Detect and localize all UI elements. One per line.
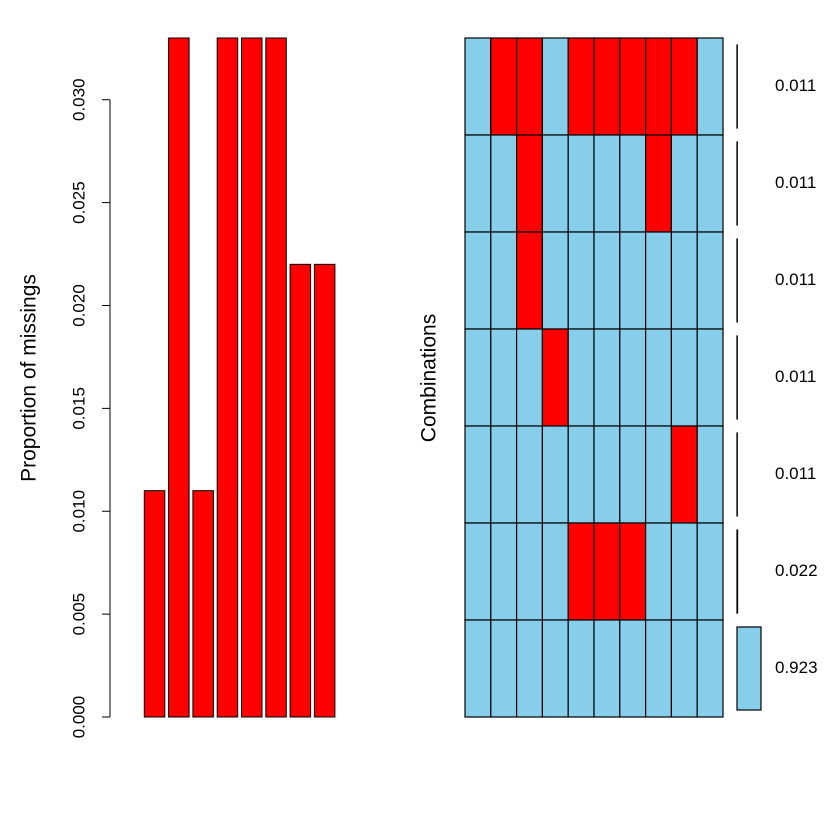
proportion-label: 0.923 (775, 658, 818, 677)
combination-cell (490, 231, 518, 330)
combination-cell (464, 522, 492, 621)
y-tick-label: 0.000 (69, 696, 88, 739)
combination-cell (644, 619, 672, 718)
combination-cell (619, 619, 647, 718)
y-tick-label: 0.030 (69, 78, 88, 121)
combination-cell (567, 231, 595, 330)
combination-cell (644, 37, 672, 136)
combination-cell (644, 231, 672, 330)
combination-cell (464, 231, 492, 330)
combination-cell (670, 328, 698, 427)
proportion-label: 0.011 (775, 173, 816, 192)
bar (216, 37, 239, 718)
combination-cell (644, 328, 672, 427)
y-tick-label: 0.020 (69, 284, 88, 327)
combination-cell (515, 231, 543, 330)
bar (289, 263, 312, 718)
combination-cell (464, 37, 492, 136)
combination-cell (515, 425, 543, 524)
combination-cell (619, 37, 647, 136)
combination-cell (464, 619, 492, 718)
combination-cell (593, 37, 621, 136)
combination-cell (490, 37, 518, 136)
combination-cell (696, 619, 724, 718)
combination-cell (541, 425, 569, 524)
proportion-label: 0.011 (775, 76, 816, 95)
combination-cell (619, 425, 647, 524)
combination-cell (515, 37, 543, 136)
combination-cell (670, 522, 698, 621)
y-tick-label: 0.015 (69, 387, 88, 430)
combination-cell (696, 328, 724, 427)
combination-cell (696, 37, 724, 136)
bar (168, 37, 190, 718)
combination-cell (644, 425, 672, 524)
combination-cell (696, 231, 724, 330)
combination-cell (619, 522, 647, 621)
combination-cell (696, 134, 724, 233)
proportion-label: 0.011 (775, 464, 816, 483)
combination-cell (670, 134, 698, 233)
combination-cell (541, 328, 569, 427)
combination-cell (541, 619, 569, 718)
combination-cell (490, 619, 518, 718)
combination-cell (541, 134, 569, 233)
combination-cell (567, 328, 595, 427)
combination-cell (593, 231, 621, 330)
combination-cell (515, 134, 543, 233)
combination-cell (567, 522, 595, 621)
combination-cell (490, 522, 518, 621)
combination-cell (490, 134, 518, 233)
bar (265, 37, 287, 718)
combination-cell (567, 425, 595, 524)
combination-cell (490, 328, 518, 427)
y-tick-label: 0.005 (69, 593, 88, 636)
proportion-bar (736, 529, 739, 614)
combination-cell (696, 522, 724, 621)
combination-cell (464, 134, 492, 233)
combination-cell (670, 231, 698, 330)
combination-cell (593, 619, 621, 718)
y-axis-label: Combinations (418, 314, 441, 442)
combination-cell (515, 619, 543, 718)
combination-cell (567, 134, 595, 233)
bar (192, 490, 214, 718)
combination-cell (670, 37, 698, 136)
combination-cell (619, 328, 647, 427)
combination-cell (670, 619, 698, 718)
combination-cell (593, 425, 621, 524)
combination-cell (464, 425, 492, 524)
proportion-label: 0.011 (775, 367, 816, 386)
combination-cell (567, 619, 595, 718)
proportion-label: 0.022 (775, 561, 818, 580)
proportion-label: 0.011 (775, 270, 816, 289)
bar (241, 37, 263, 718)
combination-cell (593, 134, 621, 233)
combination-cell (696, 425, 724, 524)
combination-cell (670, 425, 698, 524)
combination-cell (619, 134, 647, 233)
combination-cell (593, 522, 621, 621)
combination-cell (644, 134, 672, 233)
combination-cell (515, 328, 543, 427)
combination-cell (593, 328, 621, 427)
y-tick-label: 0.010 (69, 490, 88, 533)
combination-cell (567, 37, 595, 136)
y-tick-label: 0.025 (69, 181, 88, 224)
combination-cell (541, 522, 569, 621)
combination-cell (541, 37, 569, 136)
bar (143, 490, 166, 718)
combination-cell (464, 328, 492, 427)
combination-cell (515, 522, 543, 621)
combination-cell (490, 425, 518, 524)
bar (313, 263, 336, 718)
proportion-bar (736, 626, 762, 711)
combination-cell (619, 231, 647, 330)
combination-cell (644, 522, 672, 621)
y-axis-label: Proportion of missings (18, 274, 41, 482)
combination-cell (541, 231, 569, 330)
